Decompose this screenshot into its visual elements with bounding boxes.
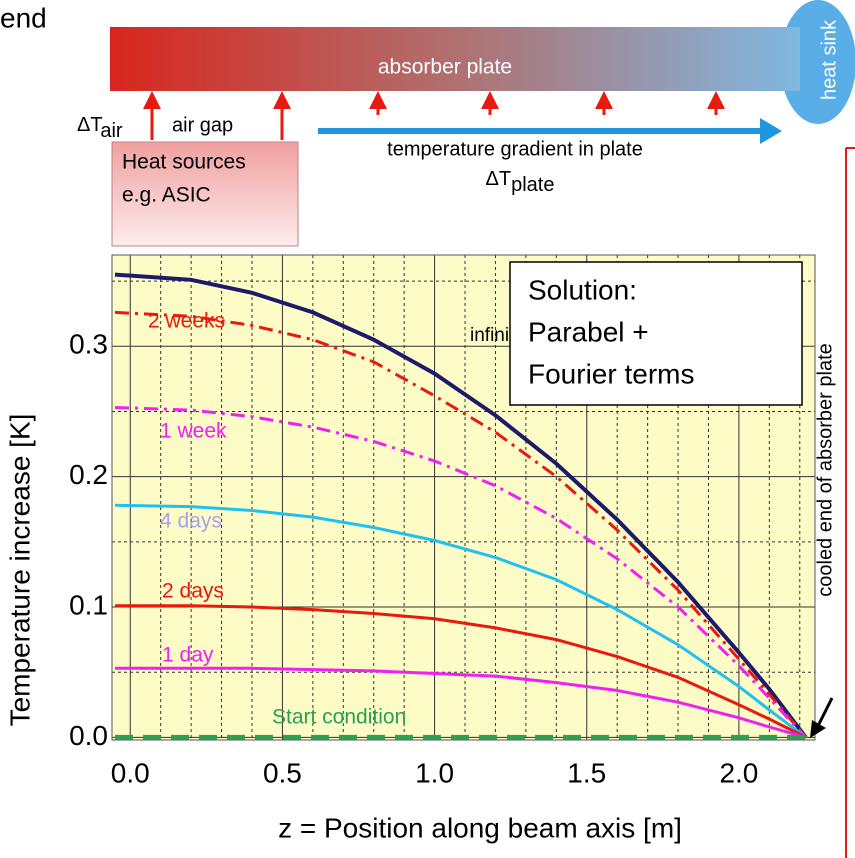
solution-line: Fourier terms <box>528 358 694 389</box>
x-tick-label: 0.5 <box>263 757 302 788</box>
y-tick-label: 0.3 <box>69 329 108 360</box>
pointer-head <box>810 720 826 738</box>
sink-label: heat sink <box>818 19 840 100</box>
solution-line: Parabel + <box>528 316 649 347</box>
delta-t: ΔT <box>486 168 512 190</box>
plot-frame <box>111 254 816 741</box>
solution-line: Solution: <box>528 274 637 305</box>
plate-label: absorber plate <box>378 56 512 79</box>
sources-label: Heat sources <box>122 151 246 174</box>
delta-plate: ΔTplate <box>486 168 555 196</box>
absorber-plate <box>110 27 800 91</box>
x-tick-label: 1.0 <box>415 757 454 788</box>
red-frame <box>845 147 855 858</box>
air-gap: air gap <box>172 114 233 136</box>
curves <box>114 272 808 740</box>
line <box>114 272 808 739</box>
corner-text: end <box>0 2 47 33</box>
subscript: plate <box>511 174 554 196</box>
x-tick-label: 0.0 <box>111 757 150 788</box>
solution-box <box>509 261 803 406</box>
cooled-end-label: cooled end of absorber plate <box>814 343 836 597</box>
y-tick-label: 0.0 <box>69 720 108 751</box>
line <box>114 503 807 739</box>
x-axis-label: z = Position along beam axis [m] <box>278 812 682 843</box>
delta-t: ΔT <box>77 114 102 136</box>
line <box>114 406 807 739</box>
x-tick-label: 2.0 <box>719 757 758 788</box>
y-tick-label: 0.2 <box>69 459 108 490</box>
gradient-arrow <box>318 118 782 144</box>
heat-arrows <box>143 91 725 140</box>
line <box>115 604 807 739</box>
x-tick-label: 1.5 <box>567 757 606 788</box>
y-axis-label: Temperature increase [K] <box>4 414 35 727</box>
line <box>114 310 808 739</box>
series-label: 4 days <box>160 510 222 533</box>
delta-air: ΔTair <box>77 114 123 142</box>
heat-sources-box <box>111 141 299 247</box>
series-label: 2 weeks <box>148 310 225 333</box>
gradient-label: temperature gradient in plate <box>387 138 643 160</box>
line <box>115 666 807 739</box>
series-label: 1 week <box>160 420 227 443</box>
series-label: 1 day <box>162 644 214 667</box>
y-tick-label: 0.1 <box>69 589 108 620</box>
sources-example: e.g. ASIC <box>122 184 211 207</box>
series-label: 2 days <box>162 580 224 603</box>
series-label: Start condition <box>272 706 406 729</box>
subscript: air <box>100 120 123 142</box>
